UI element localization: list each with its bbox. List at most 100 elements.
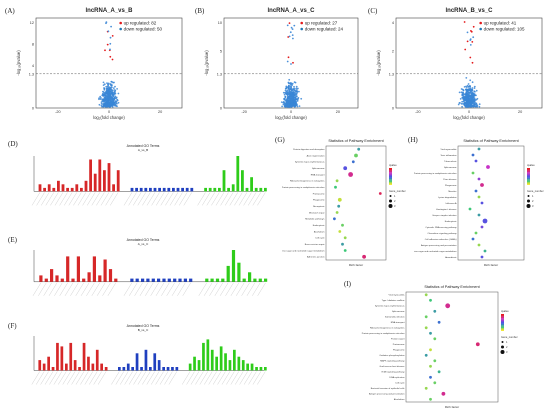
panel-label-b: (B) (195, 7, 205, 15)
enrichment-point (335, 211, 339, 214)
go-bar (76, 256, 80, 282)
go-bar (183, 278, 187, 282)
enrichment-point (471, 171, 475, 175)
enrichment-point (337, 204, 341, 208)
volcano-point (471, 101, 474, 104)
pathway-term-label: Protein export (391, 338, 405, 341)
y-tick-label: 0 (32, 107, 34, 111)
volcano-point (103, 96, 106, 99)
go-bar (224, 353, 227, 371)
x-axis-label: log₂(fold change) (275, 115, 307, 120)
go-bar (108, 269, 113, 282)
go-bar (242, 278, 246, 282)
volcano-point (109, 55, 112, 58)
go-term-tick (77, 192, 87, 206)
go-bar (149, 187, 152, 192)
go-term-tick (105, 192, 114, 206)
go-chart-subtitle: A_vs_C (138, 242, 149, 246)
x-axis-label: log₂(fold change) (93, 115, 125, 120)
volcano-point (110, 100, 112, 103)
go-term-tick (53, 371, 63, 385)
go-bar (55, 275, 59, 282)
go-bar (114, 278, 118, 282)
volcano-point (471, 99, 474, 102)
go-term-tick (236, 282, 245, 296)
go-bar (151, 278, 155, 282)
y-tick-label: 4 (392, 21, 394, 25)
go-term-tick (214, 282, 223, 296)
volcano-point (283, 98, 286, 101)
volcano-point (465, 91, 468, 93)
legend-size-label: 3 (532, 204, 534, 208)
go-term-tick (239, 371, 248, 385)
go-term-tick (97, 371, 107, 385)
go-bar (215, 278, 220, 282)
go-term-tick (169, 192, 179, 206)
volcano-point (468, 100, 471, 103)
go-term-tick (31, 192, 41, 206)
go-term-tick (89, 371, 98, 385)
pathway-term-label: Endocytosis (313, 224, 326, 227)
legend-color-step (501, 315, 504, 317)
go-term-tick (142, 192, 151, 206)
volcano-point (470, 103, 473, 105)
pathway-term-label: Bacterial invasion of epithelial cells (371, 387, 406, 390)
enrichment-point (480, 183, 484, 187)
x-tick-label: 0 (468, 110, 470, 114)
volcano-point (105, 85, 108, 88)
go-bar (93, 173, 97, 192)
go-term-tick (151, 371, 160, 385)
go-bar (250, 363, 254, 371)
volcano-point (282, 100, 285, 103)
pathway-term-label: Proteasome (393, 343, 406, 346)
go-term-tick (241, 282, 250, 296)
enrichment-point (482, 218, 488, 224)
go-bar (144, 187, 148, 192)
volcano-point (471, 89, 474, 92)
volcano-point (457, 103, 460, 106)
enrichment-point (477, 243, 481, 247)
pathway-term-label: Type I diabetes mellitus (382, 299, 406, 302)
volcano-point (467, 94, 469, 97)
go-bar (112, 184, 115, 192)
go-term-tick (168, 371, 178, 385)
go-term-tick (70, 282, 79, 296)
pathway-term-label: Antigen processing and presentation (369, 393, 405, 396)
legend-color-step (501, 322, 504, 324)
enrichment-point (429, 364, 432, 368)
go-term-tick (32, 282, 42, 296)
go-bar (190, 187, 194, 192)
volcano-point (98, 97, 100, 100)
go-bar (205, 278, 209, 282)
go-term-tick (64, 282, 74, 296)
enrichment-point (480, 201, 484, 205)
go-term-tick (36, 192, 45, 206)
volcano-point (288, 22, 291, 24)
volcano-point (288, 84, 290, 87)
go-bar (188, 363, 192, 371)
pathway-term-label: Prion disease (443, 178, 457, 181)
legend-size-marker (526, 204, 531, 208)
volcano-point (108, 90, 110, 93)
x-tick-label: 20 (336, 110, 340, 114)
volcano-point (478, 105, 481, 108)
go-bar (210, 349, 214, 371)
x-tick-label: -20 (415, 110, 421, 114)
go-bar (135, 353, 139, 371)
go-bar (250, 177, 253, 192)
go-term-tick (190, 371, 200, 385)
go-term-tick (40, 371, 49, 385)
go-bar (95, 349, 99, 371)
volcano-point (103, 98, 106, 101)
y-tick-label: 8 (32, 42, 34, 46)
legend-color-step (389, 179, 392, 181)
legend-up-marker (300, 21, 304, 25)
legend-color-step (527, 183, 530, 185)
go-bar (56, 342, 59, 371)
legend-size-label: 1 (532, 194, 534, 198)
go-bar (135, 187, 138, 192)
go-term-tick (128, 192, 137, 206)
pathway-term-label: Necroptosis (313, 205, 325, 208)
volcano-point (300, 97, 303, 100)
go-term-tick (100, 192, 110, 206)
